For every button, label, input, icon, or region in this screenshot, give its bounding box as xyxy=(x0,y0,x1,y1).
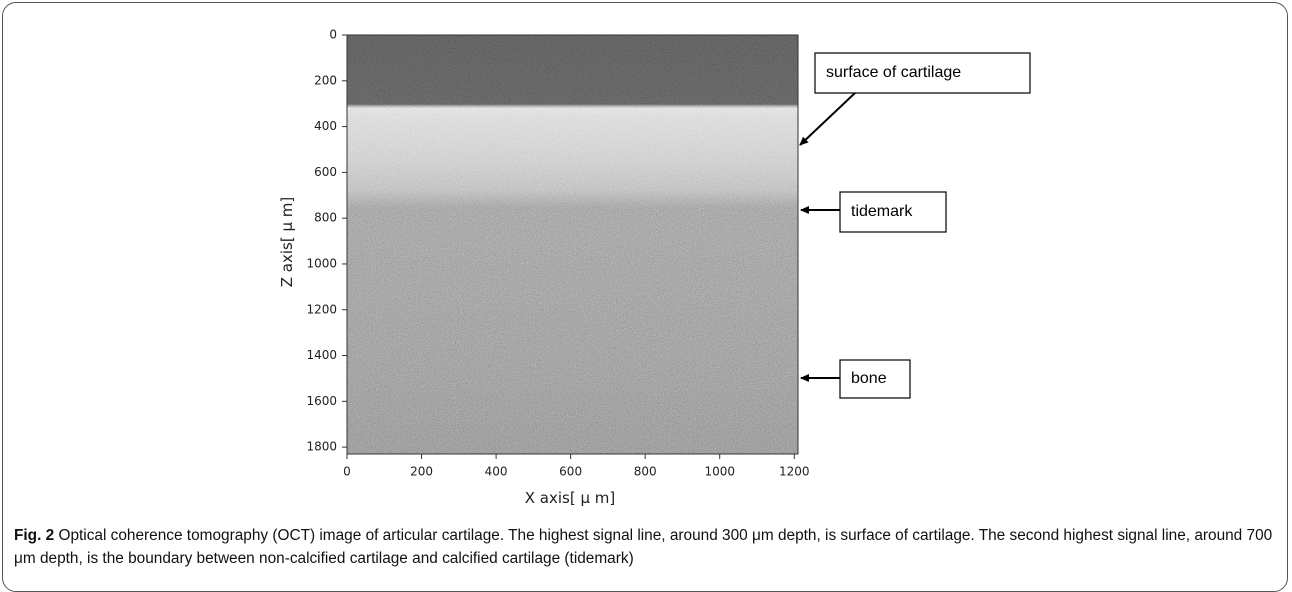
caption-text: Optical coherence tomography (OCT) image… xyxy=(14,527,1273,567)
caption: Fig. 2 Optical coherence tomography (OCT… xyxy=(14,524,1280,570)
x-tick-label: 0 xyxy=(343,465,351,479)
y-tick-label: 800 xyxy=(314,211,337,225)
plot-frame xyxy=(346,34,799,455)
x-axis-label: X axis[ μ m] xyxy=(525,489,616,507)
x-tick-label: 600 xyxy=(559,465,582,479)
caption-label: Fig. 2 xyxy=(14,527,55,544)
annotation-box xyxy=(839,191,947,233)
y-tick-label: 200 xyxy=(314,73,337,87)
y-tick-label: 0 xyxy=(329,28,337,42)
y-tick-label: 1400 xyxy=(306,348,337,362)
x-tick-label: 1000 xyxy=(704,465,735,479)
annotation-arrow xyxy=(799,92,856,146)
y-tick-label: 1000 xyxy=(306,256,337,270)
y-tick-label: 1200 xyxy=(306,302,337,316)
annotation-label: surface of cartilage xyxy=(826,64,961,81)
y-tick-label: 1600 xyxy=(306,394,337,408)
y-axis-label: Z axis[ μ m] xyxy=(278,197,296,288)
annotation-label: tidemark xyxy=(851,203,913,220)
y-tick-label: 1800 xyxy=(306,440,337,454)
y-tick-label: 600 xyxy=(314,165,337,179)
annotation-box xyxy=(839,359,911,399)
y-tick-label: 400 xyxy=(314,119,337,133)
x-tick-label: 800 xyxy=(634,465,657,479)
x-tick-label: 200 xyxy=(410,465,433,479)
x-tick-label: 1200 xyxy=(779,465,810,479)
x-tick-label: 400 xyxy=(485,465,508,479)
oct-speckle xyxy=(347,35,798,454)
annotation-box xyxy=(814,52,1031,94)
annotation-label: bone xyxy=(851,370,887,387)
